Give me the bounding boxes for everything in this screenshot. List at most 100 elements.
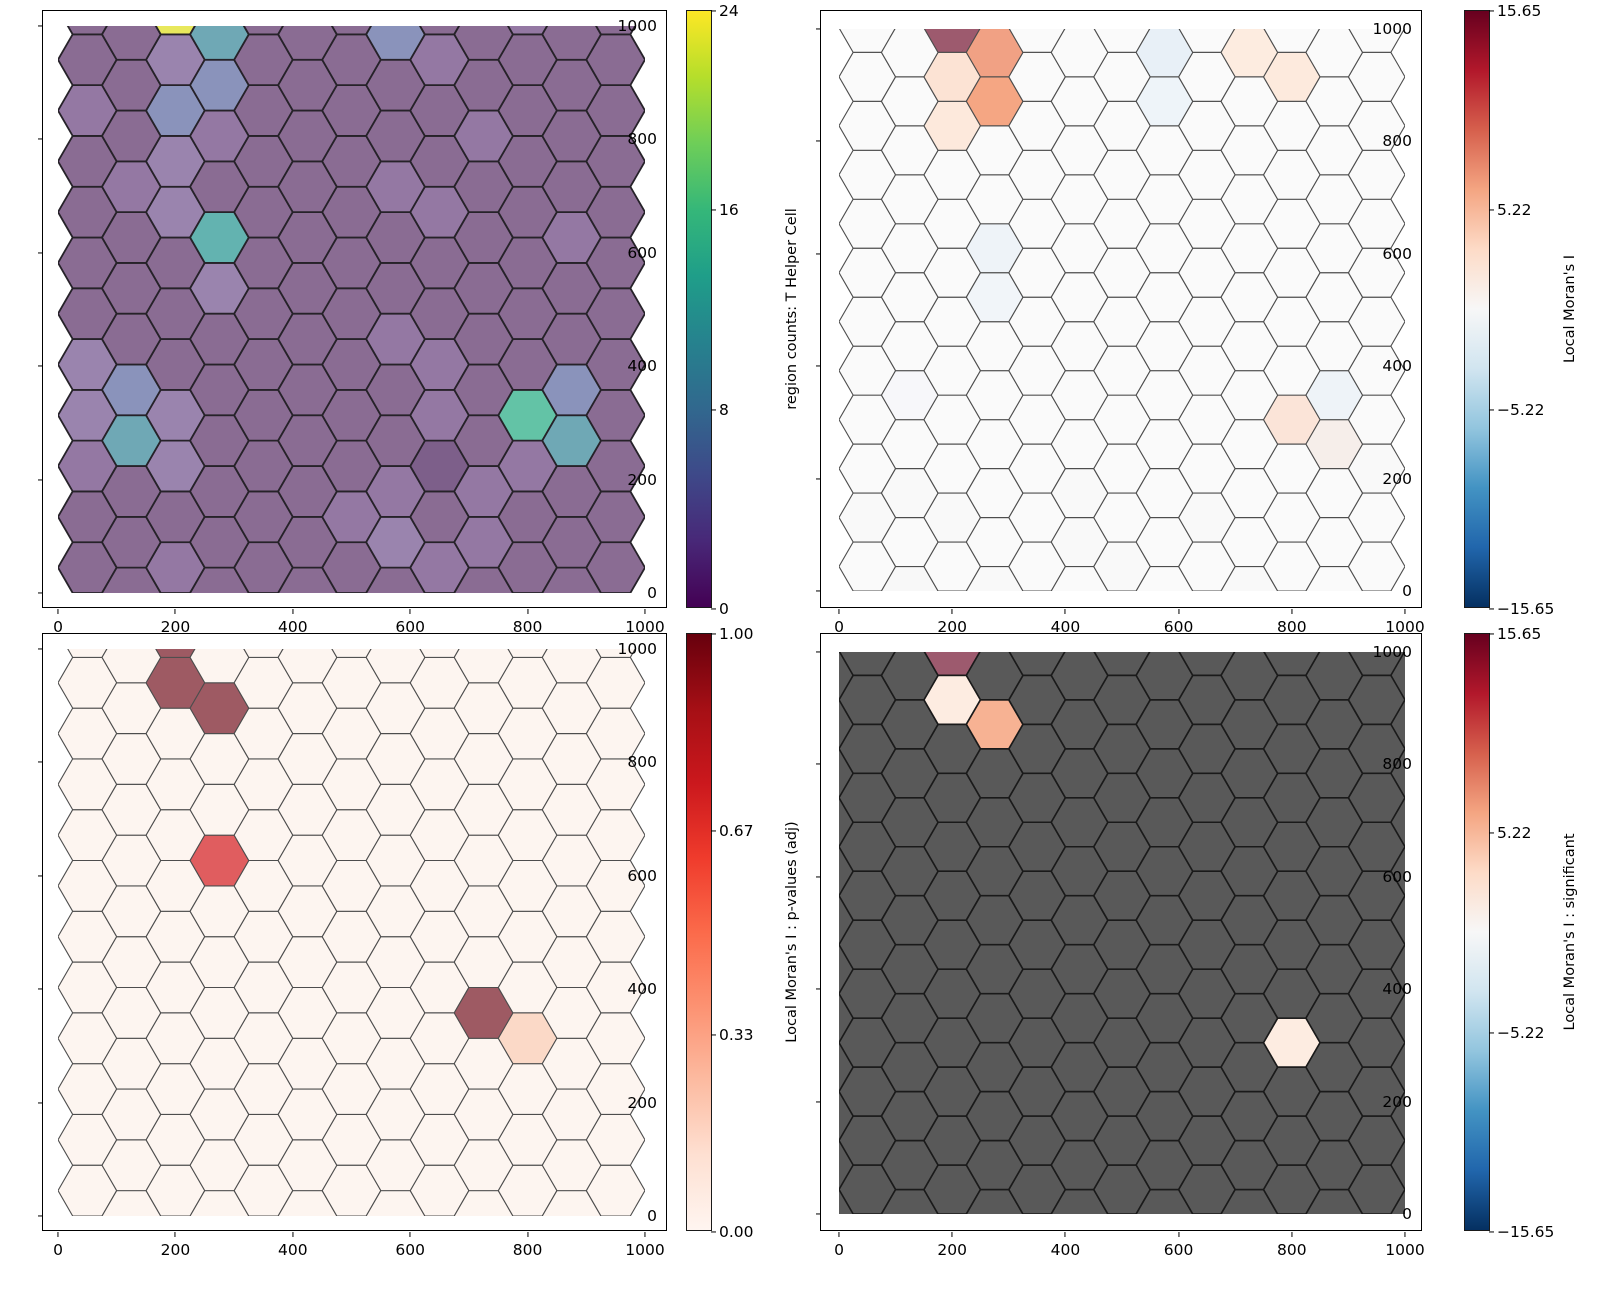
colorbar-tick-label: 0.00	[719, 1223, 754, 1241]
y-tick-mark	[38, 988, 43, 990]
y-tick-mark	[38, 648, 43, 650]
y-tick-label: 600	[627, 866, 657, 885]
x-tick-mark	[838, 1232, 840, 1237]
x-tick-label: 0	[53, 618, 63, 636]
axes-local-morans-i: 0 200 400 600 800 1000 0 200 400 600 800 1000	[816, 10, 1425, 636]
x-tick-label: 600	[1163, 1241, 1194, 1259]
y-tick-label: 800	[627, 130, 657, 149]
x-tick-mark	[1291, 1232, 1293, 1237]
hex-cell	[189, 649, 250, 684]
y-tick-label: 0	[647, 1207, 657, 1225]
y-tick-label: 600	[627, 243, 657, 262]
y-tick-mark	[38, 365, 43, 367]
hex-cell	[1050, 652, 1109, 701]
y-tick-mark	[816, 253, 821, 255]
y-tick-label: 1000	[617, 17, 657, 35]
y-tick-label: 400	[627, 980, 657, 999]
colorbar-tick-mark	[1489, 1231, 1494, 1233]
y-tick-label: 400	[1382, 980, 1412, 999]
colorbar-region-counts-t-helper-cell: 0 8 16 24	[686, 2, 739, 618]
hex-cell	[453, 26, 514, 61]
hex-cell	[1348, 652, 1405, 677]
y-tick-mark	[38, 25, 43, 27]
colorbar-tick-label: 1.00	[719, 625, 754, 643]
y-tick-mark	[38, 592, 43, 594]
x-tick-mark	[409, 1232, 411, 1237]
x-tick-mark	[174, 1232, 176, 1237]
hex-cell	[1348, 29, 1405, 53]
x-tick-label: 400	[278, 618, 308, 636]
x-tick-label: 0	[834, 618, 844, 636]
hex-cell	[1050, 29, 1109, 78]
colorbar-tick-label: 5.22	[1497, 824, 1532, 843]
hex-cell	[1135, 652, 1194, 701]
colorbar-local-morans-i-pvalues-adj: 0.00 0.33 0.67 1.00	[686, 625, 754, 1241]
colorbar-tick-label: 8	[719, 400, 729, 419]
hex-cell	[541, 26, 602, 61]
hex-cell	[1220, 652, 1279, 701]
x-tick-label: 800	[1277, 1241, 1307, 1259]
axes-local-morans-i-significant: 0 200 400 600 800 1000 0 200 400 600 800 1000	[816, 633, 1425, 1259]
hex-cell	[365, 26, 426, 61]
hexgrid-local-morans-i	[839, 29, 1405, 591]
x-tick-mark	[292, 1232, 294, 1237]
x-tick-mark	[951, 609, 953, 614]
x-tick-label: 200	[160, 1241, 191, 1259]
hex-cell	[1305, 29, 1364, 78]
x-tick-mark	[409, 609, 411, 614]
hexgrid-region-counts-t-helper-cell	[58, 26, 645, 593]
axes-local-morans-i-pvalues-adj: 0 200 400 600 800 1000 0 200 400 600 800 1000	[38, 633, 667, 1259]
hex-cell	[595, 649, 636, 658]
x-tick-label: 600	[1163, 618, 1194, 636]
x-tick-label: 400	[1050, 618, 1081, 636]
x-tick-label: 1000	[625, 1241, 665, 1259]
y-tick-mark	[38, 1102, 43, 1104]
colorbar-tick-mark	[711, 830, 716, 832]
colorbar-tick-mark	[711, 608, 716, 610]
y-tick-label: 0	[647, 584, 657, 602]
x-tick-label: 400	[1050, 1241, 1081, 1259]
x-tick-mark	[1291, 609, 1293, 614]
colorbar-tick-mark	[1489, 832, 1494, 834]
x-tick-label: 400	[278, 1241, 308, 1259]
y-tick-label: 1000	[617, 640, 657, 658]
colorbar-tick-label: 15.65	[1497, 2, 1542, 20]
y-tick-label: 1000	[1372, 643, 1412, 661]
colorbar-tick-mark	[711, 10, 716, 12]
y-tick-label: 400	[627, 357, 657, 376]
y-tick-label: 1000	[1372, 20, 1412, 38]
y-tick-mark	[816, 28, 821, 30]
hex-cell	[965, 29, 1024, 78]
x-tick-mark	[644, 1232, 646, 1237]
hexgrid-local-morans-i-pvalues-adj	[58, 649, 645, 1216]
hex-cell	[365, 649, 426, 684]
hex-cell	[189, 26, 250, 61]
colorbar-local-morans-i: −15.65 −5.22 5.22 15.65	[1464, 2, 1554, 618]
hex-cell	[595, 26, 637, 36]
y-tick-mark	[816, 590, 821, 592]
y-tick-mark	[816, 988, 821, 990]
x-tick-label: 200	[937, 1241, 967, 1259]
hex-cell	[277, 26, 338, 61]
colorbar-tick-label: 5.22	[1497, 201, 1532, 220]
x-tick-label: 800	[512, 618, 543, 636]
hex-cell	[1305, 652, 1364, 701]
y-tick-label: 200	[627, 470, 657, 489]
hex-cell	[453, 649, 514, 684]
x-tick-label: 1000	[1385, 1241, 1425, 1259]
x-tick-mark	[527, 609, 529, 614]
colorbar-tick-mark	[711, 1231, 716, 1233]
x-tick-mark	[1178, 1232, 1180, 1237]
y-tick-mark	[816, 651, 821, 653]
y-tick-label: 800	[1382, 755, 1412, 774]
colorbar-label-region-counts-t-helper-cell: region counts: T Helper Cell	[784, 208, 800, 410]
x-tick-label: 800	[512, 1241, 543, 1259]
hex-cell	[101, 26, 162, 61]
x-tick-mark	[57, 1232, 59, 1237]
y-tick-label: 0	[1402, 1205, 1412, 1223]
y-tick-mark	[816, 1101, 821, 1103]
x-tick-label: 0	[53, 1241, 63, 1259]
x-tick-label: 200	[937, 618, 967, 636]
x-tick-mark	[1064, 1232, 1066, 1237]
